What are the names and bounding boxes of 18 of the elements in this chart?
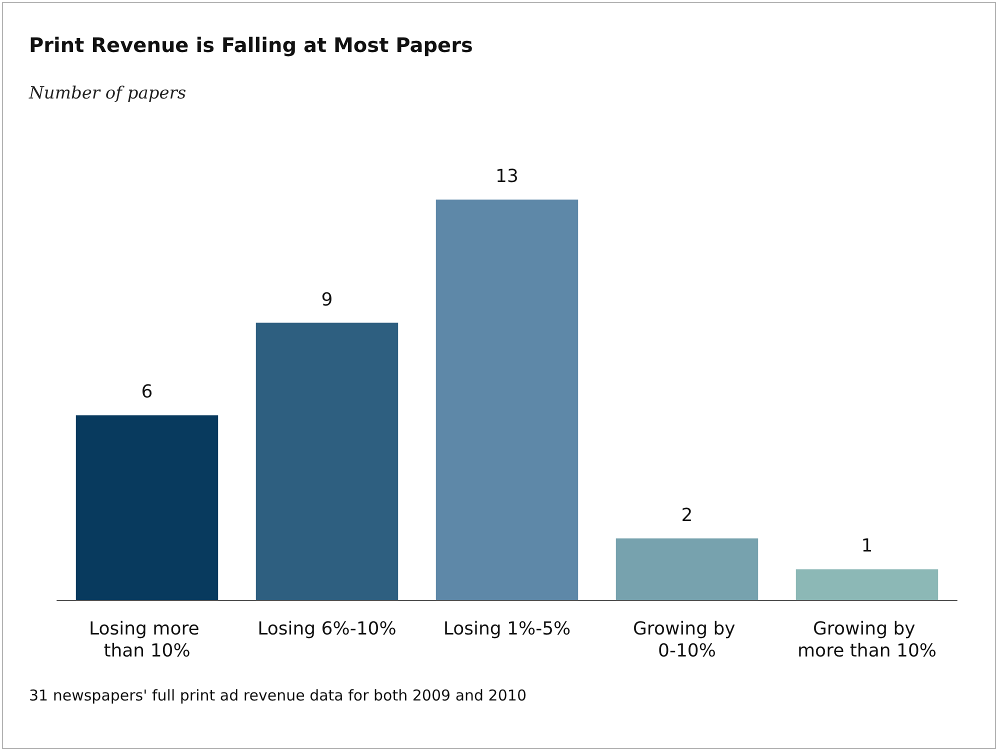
data-label: 9 bbox=[321, 289, 333, 310]
bar bbox=[796, 569, 938, 600]
x-tick-label: Losing more than 10% bbox=[88, 618, 206, 662]
data-label: 2 bbox=[681, 504, 693, 526]
bar bbox=[76, 415, 218, 600]
chart-subtitle: Number of papers bbox=[28, 84, 186, 104]
bar bbox=[256, 322, 398, 600]
x-tick-label: Losing 6%-10% bbox=[258, 618, 396, 640]
bar bbox=[616, 538, 758, 600]
x-tick-label: Growing by 0-10% bbox=[632, 618, 742, 662]
chart-title: Print Revenue is Falling at Most Papers bbox=[29, 33, 473, 57]
bar bbox=[436, 200, 578, 600]
data-label: 13 bbox=[496, 166, 518, 188]
data-label: 6 bbox=[141, 382, 153, 403]
data-label: 1 bbox=[861, 536, 873, 557]
text: 31 newspapers' full print ad revenue data for both 2009 and 2010 bbox=[29, 686, 526, 704]
x-tick-label: Growing by more than 10% bbox=[798, 618, 936, 662]
x-tick-label: Losing 1%-5% bbox=[443, 618, 571, 640]
